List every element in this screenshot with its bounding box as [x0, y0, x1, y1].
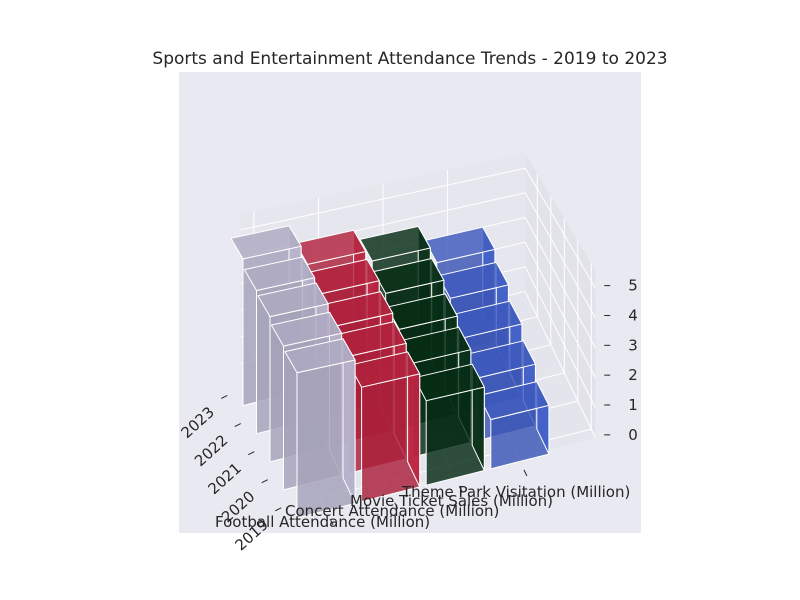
- z-tick-label: 3: [628, 336, 638, 354]
- series-tick-label: Football Attendance (Million): [215, 513, 430, 531]
- bar-top-face: [230, 225, 302, 260]
- bar-top-face: [257, 282, 329, 318]
- z-tick-label: 2: [628, 366, 638, 384]
- series-tick-mark: [458, 486, 463, 493]
- year-tick-mark: [275, 507, 282, 512]
- bar-theme-2019: [478, 381, 550, 470]
- series-tick-mark: [523, 469, 528, 477]
- bar-top-face: [270, 311, 343, 347]
- z-tick-label: 4: [628, 306, 638, 324]
- bar-top-face: [243, 256, 316, 291]
- series-tick-mark: [394, 502, 399, 509]
- bars-group: [230, 225, 550, 519]
- bar-top-face: [284, 338, 356, 374]
- year-tick-mark: [221, 394, 228, 399]
- year-tick-mark: [248, 451, 255, 456]
- z-tick-label: 5: [628, 277, 638, 295]
- chart-title: Sports and Entertainment Attendance Tren…: [152, 49, 667, 69]
- series-tick-label: Theme Park Visitation (Million): [401, 483, 630, 501]
- z-tick-label: 0: [628, 426, 638, 444]
- year-tick-mark: [261, 479, 268, 484]
- series-tick-label: Concert Attendance (Million): [285, 502, 499, 520]
- series-tick-label: Movie Ticket Sales (Million): [350, 492, 553, 510]
- bar-football-2019: [284, 338, 356, 519]
- grid-line-z: [240, 167, 596, 289]
- bar-side-face: [342, 338, 356, 504]
- z-tick-label: 1: [628, 396, 638, 414]
- year-tick-mark: [234, 423, 241, 427]
- bar-concert-2019: [349, 351, 421, 503]
- series-tick-mark: [329, 518, 334, 526]
- bar-top-face: [359, 225, 431, 262]
- bar-movie-2019: [413, 363, 485, 486]
